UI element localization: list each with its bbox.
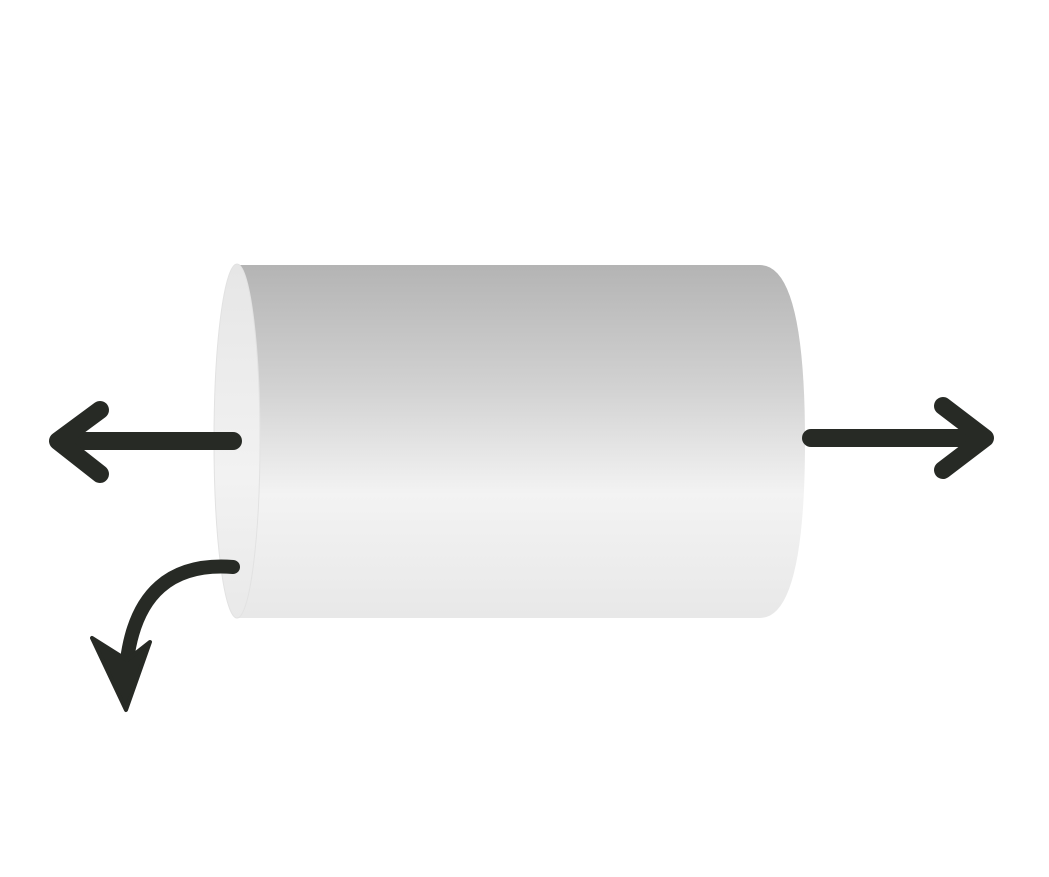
right-arrow-icon xyxy=(802,397,994,479)
left-arrow-icon xyxy=(49,401,242,483)
cylinder xyxy=(213,263,805,619)
cylinder-body xyxy=(237,265,805,618)
curved-arrow-icon xyxy=(90,559,240,712)
